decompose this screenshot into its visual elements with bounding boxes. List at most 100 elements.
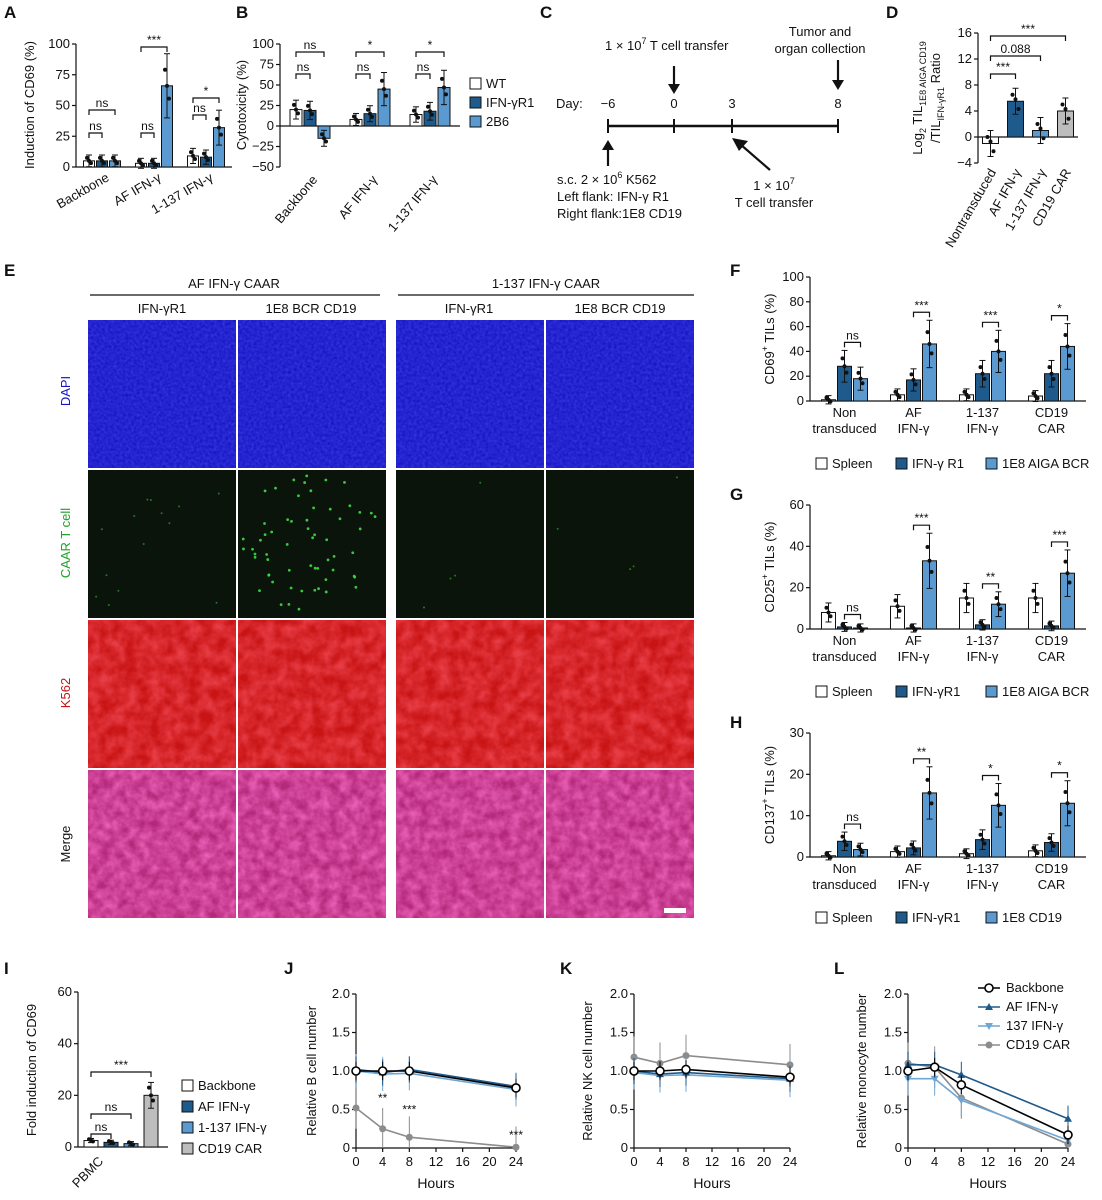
y-axis-label: CD137+ TILs (%)	[760, 746, 777, 844]
significance-label: ***	[983, 308, 997, 322]
y-tick-label: 1.0	[332, 1063, 350, 1078]
caar-cell	[313, 588, 317, 592]
caar-cell	[274, 486, 277, 490]
data-point	[895, 392, 900, 397]
data-point	[978, 832, 983, 837]
y-tick-label: −50	[252, 159, 274, 174]
caar-cell	[324, 478, 328, 482]
caar-cell	[178, 505, 181, 508]
data-point	[163, 67, 167, 72]
significance-bracket	[981, 321, 1000, 328]
timeline-day-2: 0	[670, 96, 677, 111]
y-tick-label: 80	[790, 294, 804, 309]
data-point	[219, 132, 223, 137]
data-point	[1066, 116, 1071, 121]
y-tick-label: 100	[252, 36, 274, 51]
data-point	[310, 112, 314, 117]
y-tick-label: 20	[790, 766, 804, 781]
panel-label-c: C	[540, 3, 552, 22]
x-tick-label: AF	[905, 633, 922, 648]
legend-marker	[984, 983, 994, 993]
data-point	[380, 78, 384, 83]
significance-label: *	[988, 762, 993, 776]
x-tick-label: 12	[705, 1154, 719, 1169]
data-point	[377, 1066, 388, 1076]
significance-bracket	[989, 35, 1067, 41]
data-point	[930, 1075, 939, 1083]
data-point	[856, 844, 861, 849]
caar-cell	[449, 577, 452, 580]
chart-f: 0 20 40 60 80 100 CD69+ TILs (%) Nontransduced A…	[760, 269, 1089, 471]
caar-cell	[215, 601, 218, 604]
x-tick-label: IFN-γ	[967, 877, 999, 892]
data-point	[1063, 790, 1068, 795]
caar-cell	[95, 595, 98, 598]
data-point	[840, 356, 845, 361]
panel-label-g: G	[730, 485, 743, 504]
significance-bracket	[355, 51, 385, 57]
data-point	[911, 845, 916, 850]
timeline-day-1: −6	[601, 96, 616, 111]
legend-swatch	[181, 1142, 194, 1155]
significance-bracket	[843, 823, 862, 830]
x-tick-label: 4	[931, 1154, 938, 1169]
data-point	[324, 139, 328, 144]
data-point	[962, 389, 967, 394]
caar-cell	[107, 603, 110, 606]
significance-label: ns	[95, 1120, 108, 1134]
y-tick-label: 75	[56, 67, 70, 82]
timeline-arrowhead-second-transfer	[732, 138, 748, 151]
legend-swatch	[895, 911, 908, 924]
x-axis-label: Hours	[969, 1175, 1006, 1191]
series-line	[907, 1066, 1069, 1136]
data-point	[655, 1066, 665, 1076]
caar-cell	[354, 585, 358, 589]
caar-cell	[305, 518, 309, 522]
caar-cell	[348, 504, 352, 508]
legend-marker	[985, 1041, 993, 1049]
data-point	[1051, 377, 1056, 382]
data-point	[430, 112, 434, 117]
y-tick-label: 40	[790, 343, 804, 358]
data-point	[1033, 848, 1038, 853]
data-point	[1033, 394, 1038, 399]
x-tick-label: transduced	[812, 877, 876, 892]
caar-cell	[241, 537, 245, 541]
microscopy-texture	[238, 770, 386, 918]
data-point	[996, 803, 1001, 808]
data-point	[998, 607, 1003, 612]
y-tick-label: 0	[267, 118, 274, 133]
x-tick-label: 12	[429, 1154, 443, 1169]
panel-label-d: D	[886, 3, 898, 22]
panel-label-k: K	[560, 959, 573, 978]
data-point	[1065, 344, 1070, 349]
x-tick-label: 16	[455, 1154, 469, 1169]
data-point	[352, 1104, 360, 1112]
x-tick-label: 1-137	[966, 633, 999, 648]
data-point	[384, 93, 388, 98]
x-tick-label: 24	[1061, 1154, 1075, 1169]
y-tick-label: 0	[797, 393, 804, 408]
y-tick-label: 0	[965, 129, 972, 144]
data-point	[1047, 836, 1052, 841]
significance-bracket	[912, 311, 931, 318]
y-tick-label: 1.5	[610, 1025, 628, 1040]
significance-label: ***	[114, 1058, 128, 1072]
data-point	[911, 625, 916, 630]
x-tick-label: 16	[1007, 1154, 1021, 1169]
y-tick-label: 20	[58, 1087, 72, 1102]
data-point	[444, 92, 448, 97]
legend-swatch	[181, 1100, 194, 1113]
caar-cell	[556, 527, 559, 530]
timeline-sc-line1: s.c. 2 × 106 K562	[557, 170, 656, 187]
data-point	[858, 376, 863, 381]
legend-label: IFN-γ R1	[912, 456, 964, 471]
x-tick-label: PBMC	[69, 1154, 106, 1191]
timeline-arrowhead-transfer	[668, 84, 680, 94]
legend-label: 1E8 AIGA BCR	[1002, 456, 1089, 471]
caar-cell	[117, 589, 120, 592]
data-point	[1049, 623, 1054, 628]
data-point	[895, 849, 900, 854]
data-point	[1067, 810, 1072, 815]
